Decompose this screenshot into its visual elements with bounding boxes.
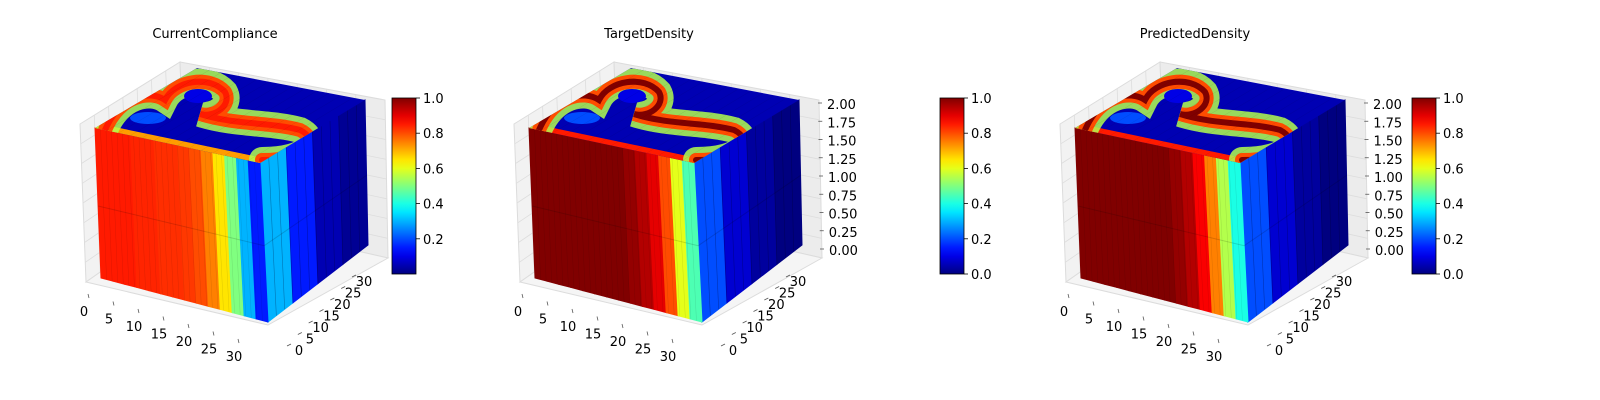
front-face-band [1227, 159, 1249, 323]
colorbar-tick-label: 0.8 [423, 127, 444, 142]
y-tick-label: 15 [323, 310, 340, 325]
colorbar [1411, 97, 1437, 275]
colorbar-tick-label: 0.2 [1443, 233, 1464, 248]
x-tick-label: 20 [610, 335, 627, 350]
x-tick-label: 25 [201, 343, 218, 358]
colorbar-tick-label: 0.6 [1443, 162, 1464, 177]
colorbar-tick-label: 0.2 [971, 233, 992, 248]
z-tick-label: 0.25 [1375, 226, 1404, 241]
z-tick-label: 1.75 [827, 116, 856, 131]
z-tick-label: 2.00 [1373, 98, 1402, 113]
colorbar-tick-label: 0.8 [971, 127, 992, 142]
z-tick-label: 0.50 [1375, 208, 1404, 223]
x-tick-label: 25 [1181, 343, 1198, 358]
y-tick-label: 25 [1325, 287, 1342, 302]
z-tick-label: 0.00 [829, 244, 858, 259]
colorbar [391, 97, 417, 275]
panel-title: PredictedDensity [1140, 27, 1251, 42]
x-tick-label: 10 [1106, 320, 1123, 335]
x-tick-label: 15 [1131, 328, 1148, 343]
front-face-band [247, 159, 269, 323]
y-tick-label: 0 [295, 344, 303, 359]
x-tick-label: 0 [1060, 305, 1068, 320]
x-tick-label: 0 [80, 305, 88, 320]
colorbar-tick-label: 1.0 [971, 92, 992, 107]
front-face-band [681, 159, 703, 323]
x-tick-label: 10 [126, 320, 143, 335]
x-tick-label: 30 [226, 350, 243, 365]
z-tick-label: 0.25 [829, 226, 858, 241]
side-face-band [1318, 99, 1349, 266]
colorbar-tick-label: 0.6 [423, 162, 444, 177]
z-tick-label: 1.50 [1374, 135, 1403, 150]
x-tick-label: 20 [1156, 335, 1173, 350]
colorbar-tick-label: 0.4 [423, 198, 444, 213]
colorbar [939, 97, 965, 275]
colorbar-tick-label: 1.0 [423, 92, 444, 107]
x-tick-label: 10 [560, 320, 577, 335]
y-tick-label: 20 [768, 298, 785, 313]
y-tick-label: 15 [757, 310, 774, 325]
x-tick-label: 30 [1206, 350, 1223, 365]
y-tick-label: 0 [729, 344, 737, 359]
colorbar-tick-label: 0.4 [1443, 198, 1464, 213]
z-tick-label: 0.75 [828, 189, 857, 204]
colorbar-tick-label: 0.0 [971, 268, 992, 283]
y-tick-label: 30 [790, 275, 807, 290]
side-face-band [338, 99, 369, 266]
y-tick-label: 15 [1303, 310, 1320, 325]
z-tick-label: 1.00 [1374, 171, 1403, 186]
panel-title: CurrentCompliance [152, 27, 277, 42]
x-tick-label: 15 [151, 328, 168, 343]
z-tick-label: 2.00 [827, 98, 856, 113]
panel-title: TargetDensity [603, 27, 694, 42]
y-tick-label: 25 [779, 287, 796, 302]
y-tick-label: 0 [1275, 344, 1283, 359]
z-tick-label: 1.50 [828, 135, 857, 150]
colorbar-tick-label: 0.8 [1443, 127, 1464, 142]
colorbar-tick-label: 0.0 [1443, 268, 1464, 283]
y-tick-label: 5 [740, 333, 748, 348]
x-tick-label: 5 [539, 313, 547, 328]
colorbar-tick-label: 1.0 [1443, 92, 1464, 107]
colorbar-tick-label: 0.2 [423, 233, 444, 248]
x-tick-label: 30 [660, 350, 677, 365]
y-tick-label: 20 [1314, 298, 1331, 313]
x-tick-label: 5 [1085, 313, 1093, 328]
z-tick-label: 1.25 [828, 153, 857, 168]
x-tick-label: 15 [585, 328, 602, 343]
y-tick-label: 10 [746, 321, 763, 336]
z-tick-label: 1.00 [828, 171, 857, 186]
z-tick-label: 0.50 [829, 208, 858, 223]
side-face-band [772, 99, 803, 266]
x-tick-label: 0 [514, 305, 522, 320]
y-tick-label: 5 [1286, 333, 1294, 348]
y-tick-label: 20 [334, 298, 351, 313]
z-tick-label: 1.75 [1373, 116, 1402, 131]
y-tick-label: 30 [356, 275, 373, 290]
x-tick-label: 20 [176, 335, 193, 350]
y-tick-label: 30 [1336, 275, 1353, 290]
y-tick-label: 10 [312, 321, 329, 336]
z-tick-label: 1.25 [1374, 153, 1403, 168]
x-tick-label: 25 [635, 343, 652, 358]
y-tick-label: 25 [345, 287, 362, 302]
z-tick-label: 0.75 [1374, 189, 1403, 204]
x-tick-label: 5 [105, 313, 113, 328]
z-tick-label: 0.00 [1375, 244, 1404, 259]
colorbar-tick-label: 0.6 [971, 162, 992, 177]
y-tick-label: 10 [1292, 321, 1309, 336]
y-tick-label: 5 [306, 333, 314, 348]
colorbar-tick-label: 0.4 [971, 198, 992, 213]
